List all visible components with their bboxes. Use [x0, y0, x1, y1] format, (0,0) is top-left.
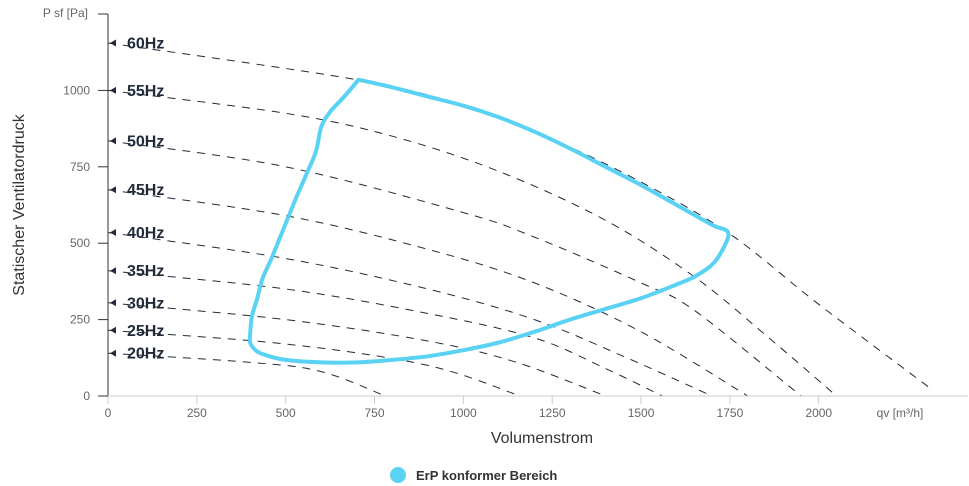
frequency-curve-20hz	[107, 352, 386, 397]
frequency-marker-50hz	[110, 137, 116, 145]
frequency-marker-25hz	[110, 326, 116, 334]
x-axis-title: Volumenstrom	[491, 430, 593, 447]
axes	[98, 13, 968, 397]
frequency-label-60hz: 60Hz	[127, 36, 164, 53]
frequency-curve-35hz	[107, 270, 663, 397]
frequency-label-25hz: 25Hz	[127, 323, 164, 340]
legend-marker	[390, 467, 406, 483]
x-tick-label: 1750	[717, 406, 744, 420]
frequency-marker-30hz	[110, 299, 116, 307]
x-tick-label: 1250	[539, 406, 566, 420]
frequency-marker-20hz	[110, 349, 116, 357]
series-erp-region	[247, 77, 731, 365]
frequency-curve-55hz	[107, 89, 837, 397]
frequency-label-55hz: 55Hz	[127, 83, 164, 100]
y-tick-label: 0	[83, 389, 90, 403]
y-tick-label: 1000	[63, 83, 90, 97]
frequency-curve-45hz	[107, 189, 748, 397]
legend[interactable]: ErP konformer Bereich	[390, 467, 557, 483]
legend-label: ErP konformer Bereich	[416, 468, 557, 483]
frequency-curve-40hz	[107, 232, 713, 397]
y-tick-label: 500	[70, 236, 90, 250]
frequency-label-20hz: 20Hz	[127, 346, 164, 363]
frequency-label-50hz: 50Hz	[127, 133, 164, 150]
axis-ticks: 0 250 500 750 1000 1250 1500 1750 2000 0 250 500 750…	[63, 83, 832, 420]
y-axis-title: Statischer Ventilatordruck	[11, 113, 28, 295]
y-tick-label: 250	[70, 313, 90, 327]
y-unit-label: P sf [Pa]	[43, 6, 88, 20]
series	[247, 77, 731, 365]
x-tick-label: 1000	[450, 406, 477, 420]
x-tick-label: 250	[187, 406, 207, 420]
frequency-label-45hz: 45Hz	[127, 182, 164, 199]
x-tick-label: 500	[276, 406, 296, 420]
frequency-label-30hz: 30Hz	[127, 295, 164, 312]
frequency-marker-60hz	[110, 39, 116, 47]
x-tick-label: 0	[105, 406, 112, 420]
x-unit-label: qv [m³/h]	[877, 406, 924, 420]
x-tick-label: 750	[365, 406, 385, 420]
frequency-curve-50hz	[107, 140, 802, 397]
frequency-labels: 60Hz 55Hz 50Hz 45Hz 40Hz 35Hz 30Hz 25Hz 20Hz	[110, 36, 164, 363]
frequency-label-40hz: 40Hz	[127, 225, 164, 242]
frequency-marker-40hz	[110, 229, 116, 237]
x-tick-label: 2000	[805, 406, 832, 420]
frequency-label-35hz: 35Hz	[127, 263, 164, 280]
frequency-marker-55hz	[110, 86, 116, 94]
x-tick-label: 1500	[628, 406, 655, 420]
frequency-marker-45hz	[110, 186, 116, 194]
frequency-curve-25hz	[107, 329, 521, 397]
frequency-marker-35hz	[110, 267, 116, 275]
y-tick-label: 750	[70, 160, 90, 174]
frequency-curve-30hz	[107, 302, 606, 397]
frequency-curves	[107, 42, 933, 397]
